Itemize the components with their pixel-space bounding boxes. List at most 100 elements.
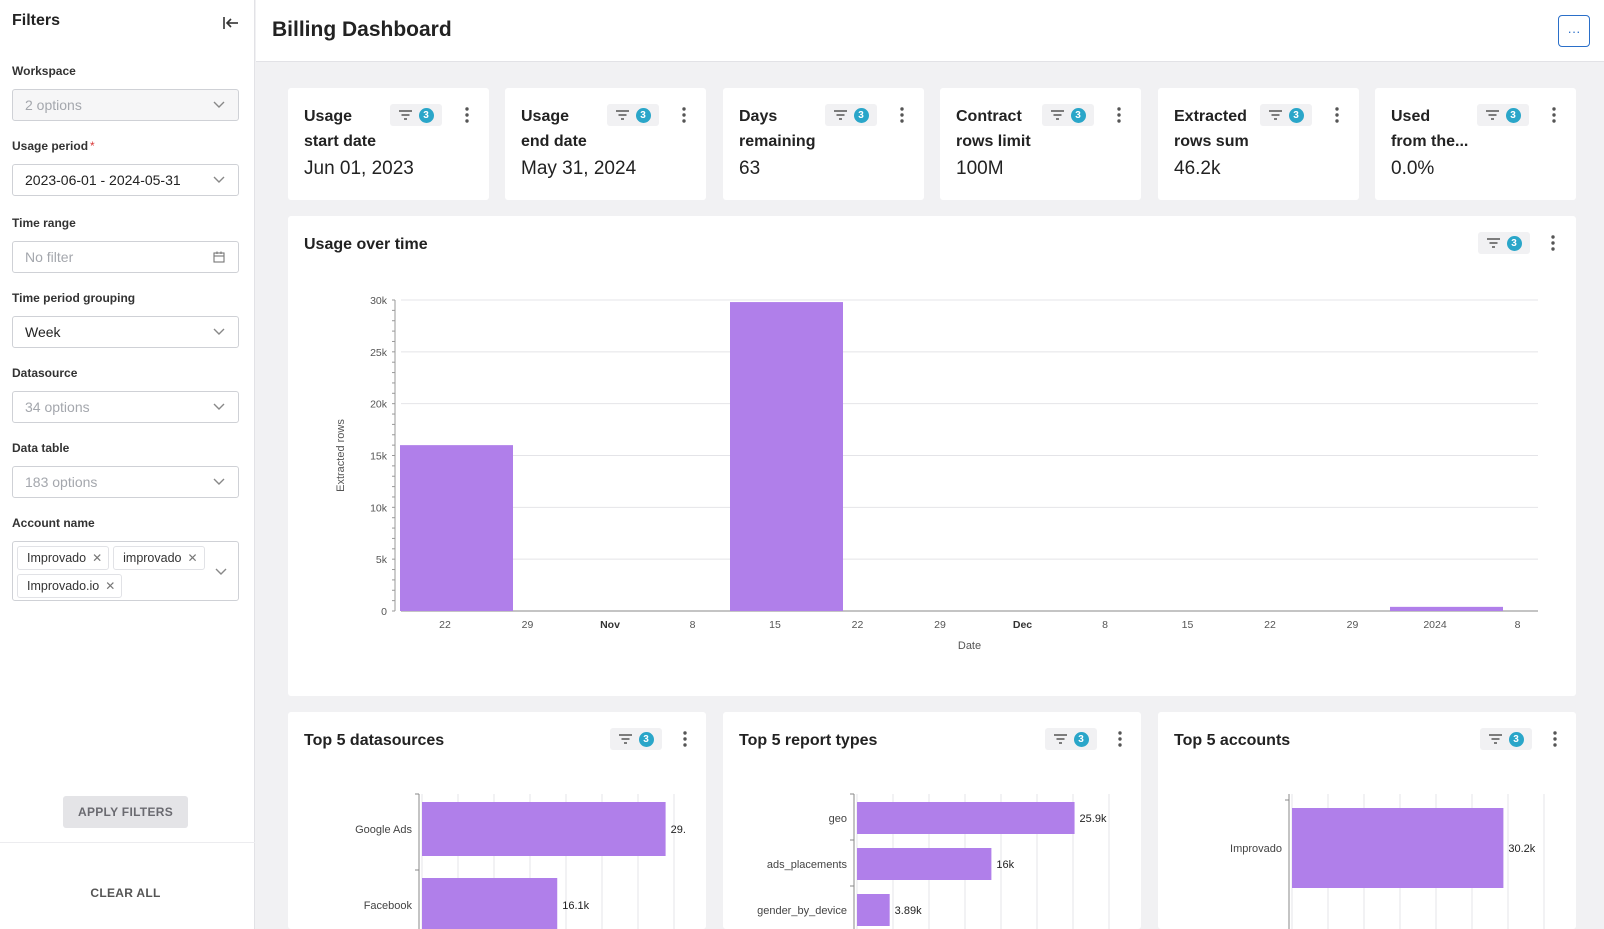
category-label: Improvado — [1230, 843, 1282, 855]
kpi-value: Jun 01, 2023 — [304, 158, 414, 179]
filter-count: 3 — [1070, 107, 1086, 123]
more-options-button[interactable]: ··· — [1558, 15, 1590, 47]
account-chip[interactable]: Improvado ✕ — [17, 546, 110, 570]
filter-icon — [1485, 110, 1499, 120]
x-tick-label: 8 — [1102, 619, 1108, 631]
kebab-menu-icon[interactable] — [1112, 105, 1126, 125]
kpi-card: Contract rows limit 100M 3 — [940, 88, 1141, 200]
kebab-menu-icon[interactable] — [1546, 233, 1560, 253]
bar[interactable] — [857, 802, 1075, 834]
remove-chip-icon[interactable]: ✕ — [92, 551, 103, 565]
usage-period-select[interactable]: 2023-06-01 - 2024-05-31 — [12, 164, 239, 196]
usage-over-time-card: Usage over time 3 0 5k 10k 15k 20k 25k 30k 22 29… — [288, 216, 1576, 696]
usage-bar[interactable] — [1390, 606, 1503, 611]
chevron-down-icon — [212, 173, 226, 187]
time-period-grouping-value: Week — [25, 324, 61, 340]
filter-count: 3 — [1505, 107, 1521, 123]
bar[interactable] — [857, 848, 992, 880]
top-accounts-card: Top 5 accounts 3 Improvado 30.2k — [1158, 712, 1576, 929]
chevron-down-icon — [212, 400, 226, 414]
clear-all-button[interactable]: CLEAR ALL — [90, 886, 161, 900]
usage-bar[interactable] — [400, 445, 513, 611]
y-tick-label: 5k — [376, 554, 388, 566]
dashboard-header: Billing Dashboard ··· — [256, 0, 1604, 62]
chevron-down-icon — [212, 98, 226, 112]
x-tick-label: 15 — [1182, 619, 1194, 631]
filter-badge[interactable]: 3 — [1042, 104, 1094, 126]
time-range-value: No filter — [25, 249, 74, 265]
usage-bar[interactable] — [730, 302, 843, 611]
filter-count: 3 — [1073, 731, 1089, 747]
kpi-card: Days remaining 63 3 — [723, 88, 924, 200]
workspace-filter: Workspace 2 options — [12, 64, 239, 121]
filter-badge[interactable]: 3 — [825, 104, 877, 126]
bar[interactable] — [857, 894, 890, 926]
kebab-menu-icon[interactable] — [460, 105, 474, 125]
apply-filters-button[interactable]: APPLY FILTERS — [63, 796, 188, 828]
data-label: 16.1k — [562, 900, 589, 912]
kebab-menu-icon[interactable] — [1548, 729, 1562, 749]
kebab-menu-icon[interactable] — [895, 105, 909, 125]
usage-period-filter: Usage period * 2023-06-01 - 2024-05-31 — [12, 139, 239, 196]
filter-badge[interactable]: 3 — [1477, 104, 1529, 126]
filter-badge[interactable]: 3 — [607, 104, 659, 126]
bar[interactable] — [422, 878, 558, 929]
kpi-card: Extracted rows sum 46.2k 3 — [1158, 88, 1359, 200]
kebab-menu-icon[interactable] — [1113, 729, 1127, 749]
filter-badge[interactable]: 3 — [1260, 104, 1312, 126]
sidebar-title: Filters — [12, 12, 61, 29]
time-range-label: Time range — [12, 216, 76, 230]
x-tick-label: 2024 — [1423, 619, 1447, 631]
remove-chip-icon[interactable]: ✕ — [105, 579, 116, 593]
usage-period-value: 2023-06-01 - 2024-05-31 — [25, 172, 181, 188]
kpi-title: Usage end date — [521, 108, 587, 150]
bar[interactable] — [422, 802, 666, 856]
x-tick-label: 8 — [690, 619, 696, 631]
kebab-menu-icon[interactable] — [1330, 105, 1344, 125]
datasource-select[interactable]: 34 options — [12, 391, 239, 423]
x-tick-label: 29 — [934, 619, 946, 631]
remove-chip-icon[interactable]: ✕ — [187, 551, 198, 565]
filter-badge[interactable]: 3 — [1480, 728, 1532, 750]
filter-badge[interactable]: 3 — [390, 104, 442, 126]
filter-icon — [398, 110, 412, 120]
kpi-value: 63 — [739, 158, 761, 179]
account-chip[interactable]: improvado ✕ — [113, 546, 205, 570]
chevron-down-icon[interactable] — [214, 565, 228, 579]
data-label: 25.9k — [1080, 813, 1107, 825]
bar[interactable] — [1292, 808, 1504, 888]
kebab-menu-icon[interactable] — [678, 729, 692, 749]
datasource-label: Datasource — [12, 366, 78, 380]
filter-count: 3 — [853, 107, 869, 123]
data-label: 16k — [996, 859, 1014, 871]
category-label: gender_by_device — [757, 905, 847, 917]
account-chip[interactable]: Improvado.io ✕ — [17, 574, 123, 598]
y-tick-label: 25k — [370, 347, 388, 359]
filter-badge[interactable]: 3 — [610, 728, 662, 750]
calendar-icon[interactable] — [212, 250, 226, 264]
collapse-sidebar-icon[interactable] — [220, 12, 242, 34]
filter-icon — [1268, 110, 1282, 120]
kpi-value: 46.2k — [1174, 158, 1221, 179]
workspace-select[interactable]: 2 options — [12, 89, 239, 121]
time-period-grouping-select[interactable]: Week — [12, 316, 239, 348]
page-title: Billing Dashboard — [272, 18, 452, 41]
y-tick-label: 20k — [370, 399, 388, 411]
account-name-multiselect[interactable]: Improvado ✕ improvado ✕ Improvado.io ✕ — [12, 541, 239, 601]
x-tick-label: 29 — [522, 619, 534, 631]
filter-count: 3 — [638, 731, 654, 747]
data-label: 30.2k — [1508, 843, 1535, 855]
filter-badge[interactable]: 3 — [1045, 728, 1097, 750]
x-tick-label: 15 — [769, 619, 781, 631]
y-tick-label: 15k — [370, 451, 388, 463]
data-table-select[interactable]: 183 options — [12, 466, 239, 498]
filter-count: 3 — [1506, 235, 1522, 251]
kebab-menu-icon[interactable] — [1547, 105, 1561, 125]
usage-period-label: Usage period * — [12, 139, 95, 153]
kebab-menu-icon[interactable] — [677, 105, 691, 125]
filter-badge[interactable]: 3 — [1478, 232, 1530, 254]
x-tick-label: 22 — [439, 619, 451, 631]
kpi-card: Used from the... 0.0% 3 — [1375, 88, 1576, 200]
data-table-filter: Data table 183 options — [12, 441, 239, 498]
time-range-input[interactable]: No filter — [12, 241, 239, 273]
